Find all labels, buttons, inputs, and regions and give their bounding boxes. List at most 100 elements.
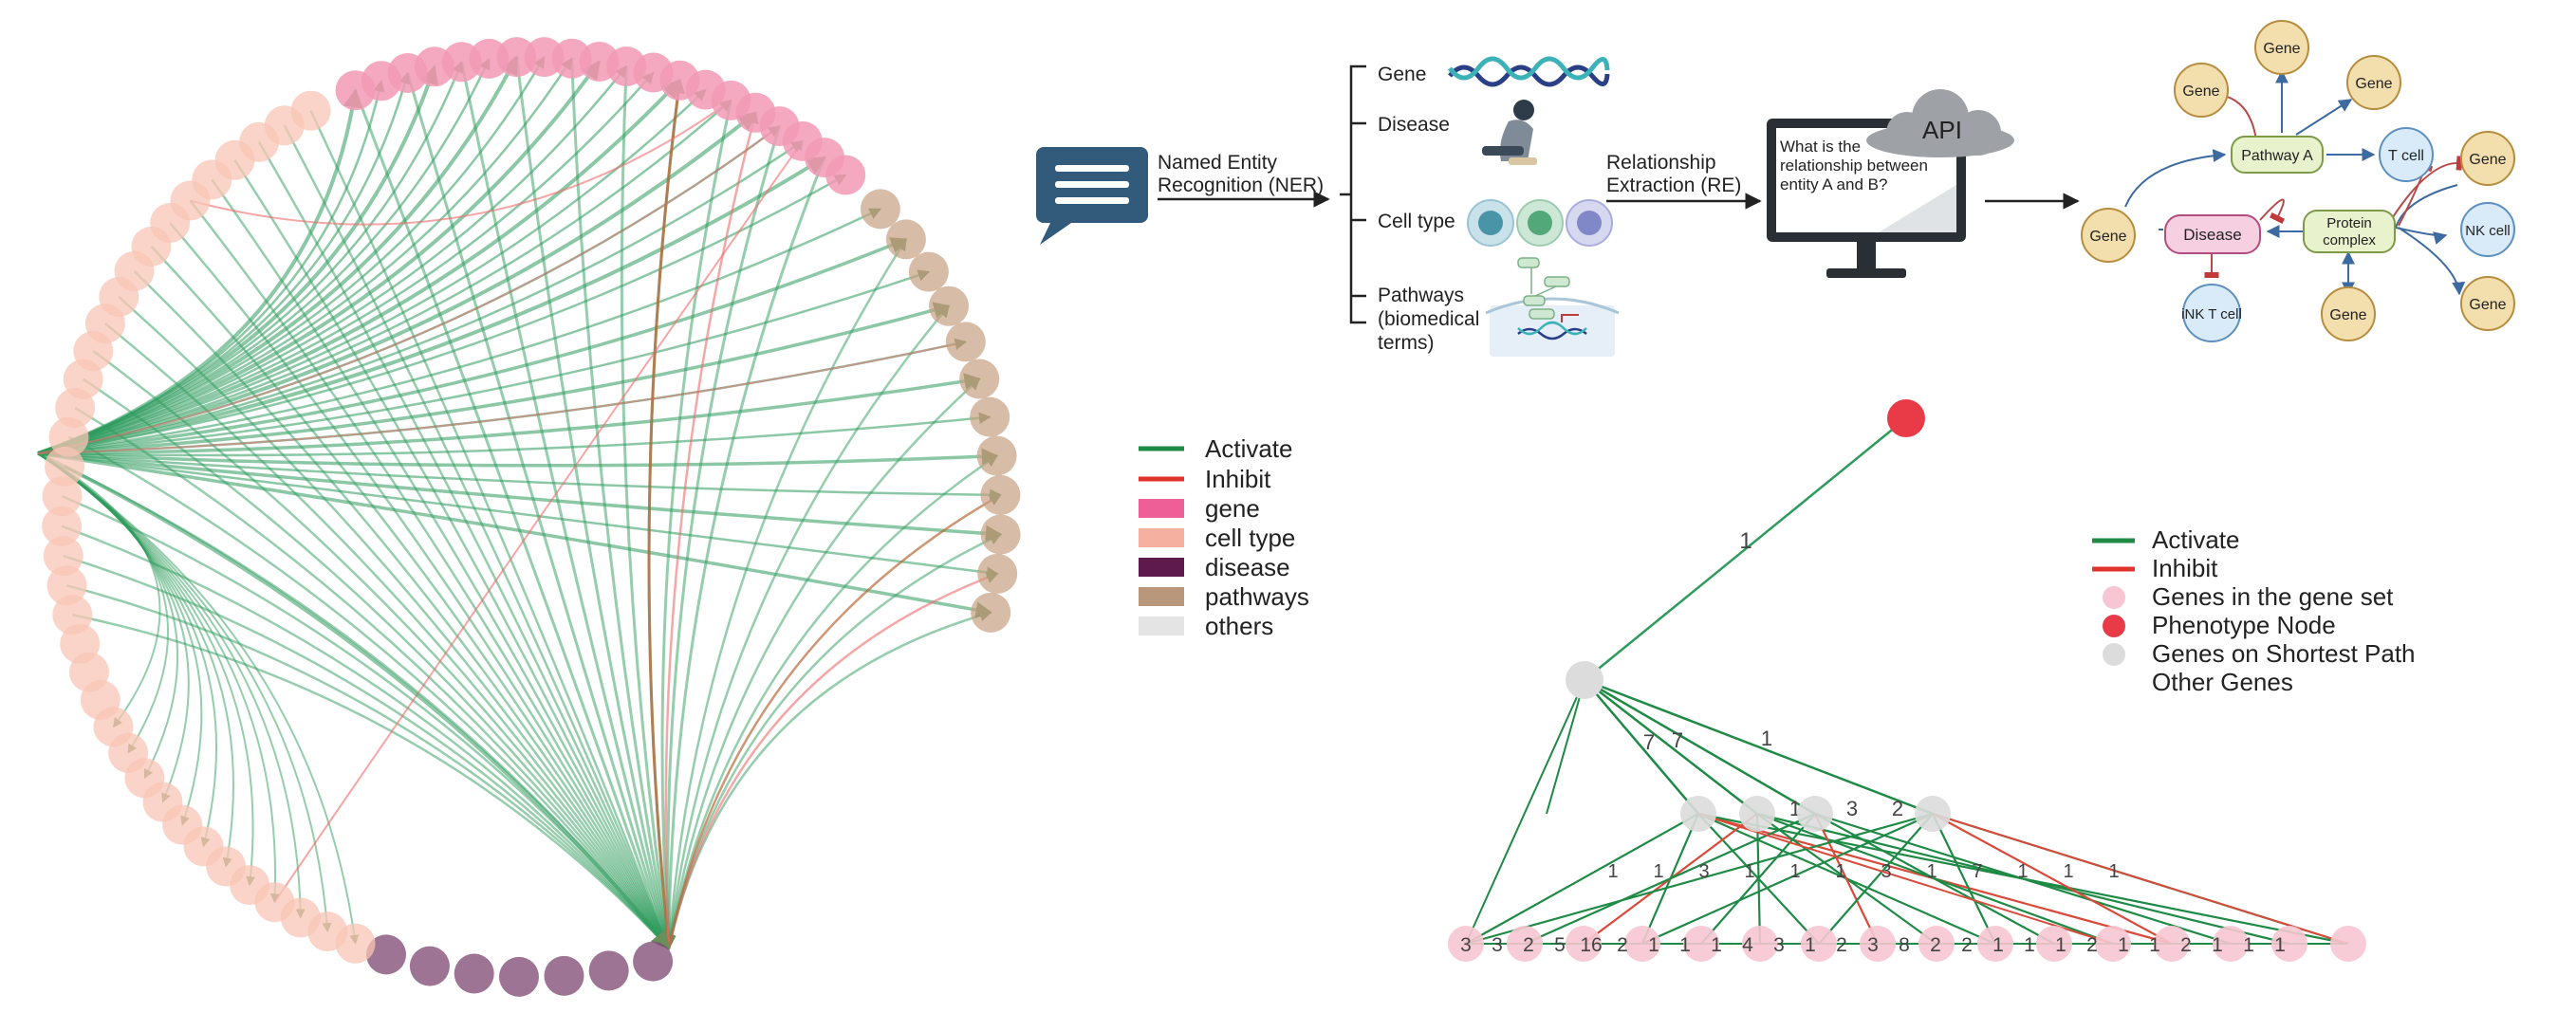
ner-label-line2: Recognition (NER)	[1158, 175, 1324, 196]
entity-disease-label: Disease	[1378, 114, 1450, 136]
question-line3: entity A and B?	[1780, 175, 1887, 193]
gene-set-node	[1801, 926, 1837, 962]
legend-others-label: others	[1205, 612, 1273, 640]
tree-edge-label: 2	[1961, 934, 1973, 956]
network-edge	[118, 296, 671, 950]
network-edge	[233, 159, 671, 950]
kg-nkcell-node	[2460, 202, 2515, 257]
legend-right-phenotype-label: Phenotype Node	[2152, 611, 2336, 639]
tree-edge-label: 1	[2212, 934, 2223, 956]
network-edge	[37, 237, 908, 455]
gene-set-node	[2213, 926, 2249, 962]
disease-node	[409, 946, 450, 986]
re-label-line1: Relationship	[1606, 152, 1716, 174]
cell-type-node	[290, 90, 331, 131]
gene-node	[825, 155, 866, 195]
tree-edge-label: 1	[1761, 727, 1772, 750]
gene-set-node	[2036, 926, 2072, 962]
network-edge	[661, 156, 826, 950]
network-edge	[460, 61, 673, 950]
tree-edge-label: 1	[2274, 934, 2286, 956]
tree-edge	[1584, 678, 1934, 816]
gene-set-node	[2154, 926, 2190, 962]
entity-cell-type-label: Cell type	[1378, 211, 1455, 232]
right-legend: Activate Inhibit Genes in the gene set P…	[2092, 525, 2416, 696]
tree-edge	[1932, 813, 2349, 945]
pathway-icon	[1485, 257, 1620, 357]
network-edge	[72, 613, 670, 949]
network-edge	[515, 56, 674, 950]
knowledge-graph: Gene Gene Gene Gene Gene Gene Gene Pathw…	[2081, 20, 2515, 342]
kg-gene-node	[2460, 131, 2515, 186]
tree-edge	[1584, 679, 1699, 815]
network-edge	[211, 178, 671, 950]
disease-node	[366, 934, 406, 975]
network-edge	[667, 304, 950, 949]
network-edge	[37, 156, 826, 455]
kg-gene-label: Gene	[2089, 229, 2126, 245]
gene-set-node	[1860, 926, 1896, 962]
network-edge	[660, 100, 732, 950]
tree-edge-label: 3	[1773, 934, 1785, 956]
tree-edge	[1697, 813, 2114, 945]
pathway-node	[971, 592, 1011, 633]
shortest-path-gene-node	[1739, 796, 1775, 832]
network-edges	[37, 55, 1003, 950]
legend-gene-label: gene	[1205, 494, 1260, 523]
entity-gene-label: Gene	[1378, 64, 1426, 85]
legend-right-gene-set-dot	[2103, 586, 2125, 609]
network-edge	[37, 64, 628, 455]
network-edge	[667, 454, 998, 949]
network-nodes	[42, 37, 1021, 997]
kg-gene-node	[2081, 208, 2136, 263]
kg-gene-node	[2321, 286, 2376, 341]
legend-gene-swatch	[1139, 499, 1184, 518]
network-edge	[37, 208, 881, 455]
pathway-node	[885, 219, 926, 260]
tree-edge-label: 1	[1607, 861, 1618, 882]
kg-gene-label: Gene	[2263, 41, 2300, 57]
network-edge	[354, 89, 672, 950]
network-edge	[257, 141, 671, 950]
tree-edge-label: 1	[1835, 861, 1845, 882]
network-edge	[63, 554, 670, 949]
network-edge	[647, 79, 686, 949]
cell-type-node	[45, 446, 84, 487]
network-edge	[283, 124, 671, 950]
kg-gene-node	[2346, 55, 2401, 110]
tree-edge	[1932, 813, 1996, 945]
legend-activate-label: Activate	[1205, 434, 1293, 463]
tree-edge-label: 1	[1648, 934, 1659, 956]
phenotype-node	[1887, 399, 1925, 437]
legend-right-other-label: Other Genes	[2152, 668, 2293, 696]
kg-gene-label: Gene	[2182, 83, 2219, 100]
network-edge	[667, 493, 1002, 949]
shortest-path-gene-node	[1915, 796, 1951, 832]
cell-type-node	[46, 565, 87, 606]
kg-disease-label: Disease	[2183, 226, 2241, 244]
network-edge	[150, 246, 671, 950]
tree-edge-label: 8	[1899, 934, 1910, 956]
disease-node	[544, 955, 584, 996]
tree-edge-label: 1	[2055, 934, 2066, 956]
kg-inkt-node	[2182, 284, 2241, 342]
tree-edge-label: 1	[2017, 861, 2028, 882]
network-edge	[37, 111, 757, 455]
legend-pathways-swatch	[1139, 587, 1184, 606]
question-line2: relationship between	[1780, 156, 1928, 175]
tree-edge-label: 1	[1739, 528, 1751, 554]
network-edge	[570, 58, 674, 950]
network-edge	[667, 572, 999, 949]
pathway-node	[980, 514, 1021, 555]
tree-edge	[1818, 813, 1934, 945]
api-label: API	[1922, 116, 1962, 144]
tree-edge-label: 1	[2118, 934, 2129, 956]
legend-cell-type-swatch	[1139, 528, 1184, 547]
network-edge	[406, 72, 673, 950]
entity-pathways-line1: Pathways	[1378, 285, 1464, 306]
tree-edge-label: 1	[2063, 861, 2073, 882]
tree-edge	[1465, 679, 1585, 945]
circular-network	[37, 37, 1021, 997]
cell-type-node	[42, 476, 83, 517]
